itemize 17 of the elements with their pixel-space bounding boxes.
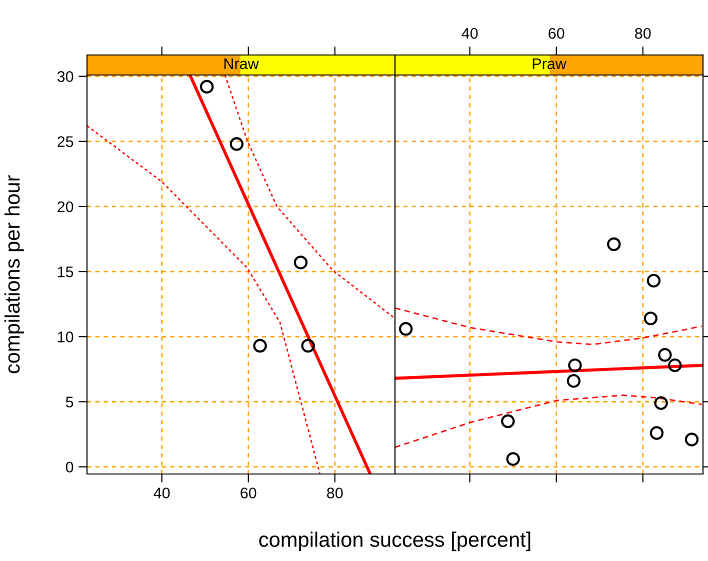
- y-tick-label: 0: [66, 462, 74, 473]
- x-tick-label: 40: [154, 488, 170, 498]
- x-axis-title: compilation success [percent]: [259, 532, 530, 552]
- chart-title: Praw: [532, 58, 566, 70]
- x-tick-label: 60: [240, 488, 256, 498]
- y-tick-label: 25: [58, 136, 74, 148]
- y-tick-label: 15: [58, 266, 74, 278]
- y-tick-label: 10: [58, 332, 74, 342]
- x-tick-label: 40: [462, 28, 478, 39]
- x-tick-label: 80: [635, 28, 651, 39]
- chart-title: Nraw: [224, 58, 259, 70]
- y-tick-label: 20: [58, 201, 74, 212]
- y-tick-label: 5: [66, 396, 74, 408]
- x-tick-label: 60: [548, 28, 564, 39]
- y-axis-title: compilations per hour: [4, 175, 24, 374]
- y-tick-label: 30: [57, 71, 74, 82]
- x-tick-label: 80: [327, 488, 343, 498]
